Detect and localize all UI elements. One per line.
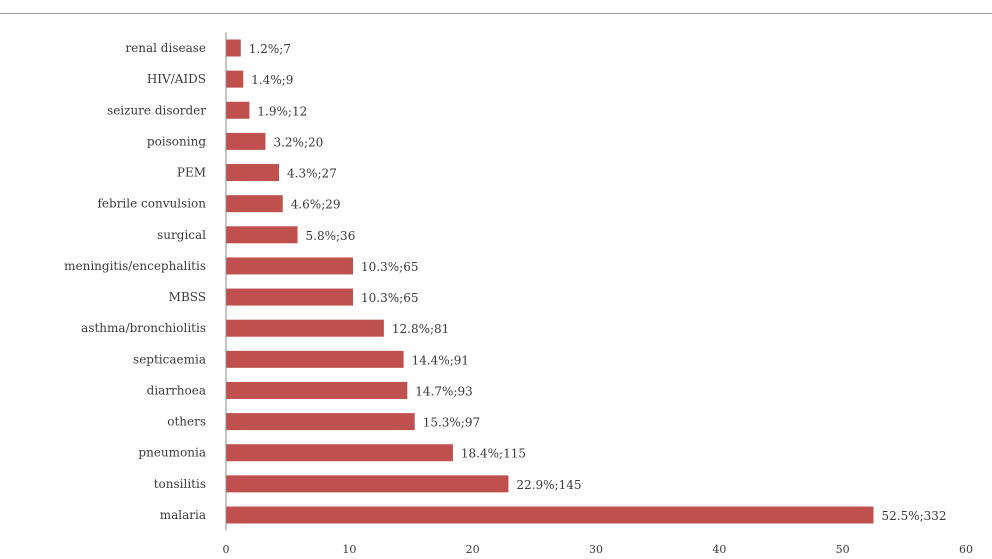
data-label: 10.3%;65 (361, 291, 418, 305)
bar (226, 164, 280, 182)
data-label: 1.9%;12 (257, 104, 307, 118)
category-label: poisoning (147, 134, 206, 148)
data-label: 10.3%;65 (361, 260, 418, 274)
x-tick-label: 20 (466, 543, 480, 556)
data-label: 18.4%;115 (461, 447, 526, 461)
category-label: HIV/AIDS (147, 72, 206, 86)
x-tick-label: 0 (223, 543, 230, 556)
x-tick-label: 50 (836, 543, 850, 556)
data-label: 4.3%;27 (287, 167, 337, 181)
data-label: 12.8%;81 (392, 322, 449, 336)
category-label: tonsilitis (154, 477, 206, 491)
bar (226, 39, 241, 57)
bar (226, 226, 298, 244)
data-label: 14.4%;91 (412, 353, 469, 367)
bar (226, 257, 354, 275)
data-label: 5.8%;36 (306, 229, 356, 243)
bar (226, 381, 408, 399)
category-label: meningitis/encephalitis (64, 259, 206, 273)
data-label: 22.9%;145 (516, 478, 581, 492)
category-label: surgical (157, 228, 206, 242)
x-tick-label: 10 (342, 543, 356, 556)
bar (226, 288, 354, 306)
data-label: 1.4%;9 (251, 73, 293, 87)
category-label: malaria (160, 508, 206, 522)
bar (226, 195, 283, 213)
category-label: diarrhoea (147, 383, 206, 397)
data-label: 14.7%;93 (415, 384, 472, 398)
bar (226, 350, 404, 368)
bar (226, 70, 244, 88)
top-divider (0, 13, 992, 14)
category-label: others (167, 415, 206, 429)
category-label: febrile convulsion (97, 197, 206, 211)
data-label: 15.3%;97 (423, 416, 480, 430)
bar (226, 132, 266, 150)
data-label: 52.5%;332 (882, 509, 947, 523)
x-tick-label: 60 (959, 543, 973, 556)
data-label: 1.2%;7 (249, 42, 291, 56)
x-tick-label: 40 (712, 543, 726, 556)
x-tick-label: 30 (589, 543, 603, 556)
data-label: 4.6%;29 (291, 198, 341, 212)
bar (226, 444, 453, 462)
data-label: 3.2%;20 (273, 135, 323, 149)
category-label: renal disease (125, 41, 206, 55)
category-label: PEM (177, 166, 206, 180)
bar (226, 506, 874, 524)
bar (226, 413, 415, 431)
category-label: seizure disorder (107, 103, 206, 117)
category-label: septicaemia (133, 352, 206, 366)
bar (226, 475, 509, 493)
category-label: asthma/bronchiolitis (81, 321, 206, 335)
bar (226, 319, 384, 337)
category-label: pneumonia (138, 446, 206, 460)
category-label: MBSS (169, 290, 206, 304)
bar (226, 101, 250, 119)
